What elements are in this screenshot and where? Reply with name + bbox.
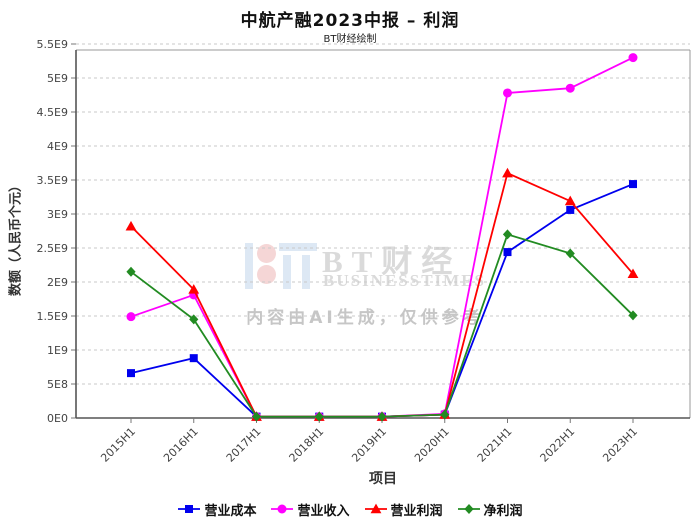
x-tick-label: 2016H1 [161, 425, 201, 465]
data-point [314, 411, 324, 422]
data-point [126, 266, 136, 277]
watermark-brand-text: BT财经 [322, 244, 462, 279]
data-point [189, 314, 199, 325]
data-point [126, 312, 136, 322]
data-point [629, 180, 637, 189]
y-tick-label: 3.5E9 [37, 174, 68, 187]
x-tick-label: 2023H1 [600, 425, 640, 465]
y-tick-label: 1E9 [47, 344, 68, 357]
triangle-legend-marker-icon [364, 503, 387, 514]
data-point [377, 411, 387, 422]
data-point [628, 310, 638, 321]
triangle-legend-glyph [370, 503, 381, 514]
data-point [125, 220, 137, 231]
series-line-square [130, 183, 634, 418]
legend-label: 净利润 [483, 503, 523, 519]
x-tick-label: 2022H1 [538, 425, 578, 465]
watermark-ai-disclaimer: 内容由AI生成，仅供参考 [246, 308, 484, 328]
y-tick-label: 5E8 [47, 378, 68, 391]
data-point [565, 83, 575, 93]
legend-item: 营业收入 [270, 500, 350, 519]
chart-title: 中航产融2023中报 – 利润 [240, 11, 460, 31]
data-point [566, 205, 575, 214]
logo-bar [279, 243, 317, 251]
bt-finance-logo-icon [245, 243, 320, 290]
data-point [188, 284, 200, 294]
data-point [440, 409, 450, 420]
legend-label: 营业成本 [204, 503, 257, 519]
series-line-triangle [130, 171, 634, 418]
y-tick-label: 0E0 [47, 412, 68, 425]
y-tick-label: 5.5E9 [37, 38, 68, 51]
y-tick-label: 4E9 [47, 140, 68, 153]
series-line-diamond [130, 233, 634, 418]
y-tick-label: 3E9 [47, 208, 68, 221]
y-tick-label: 5E9 [47, 72, 68, 85]
y-tick-label: 2.5E9 [37, 242, 68, 255]
data-point [127, 369, 135, 378]
series-line-circle [130, 56, 634, 418]
data-point [502, 167, 513, 178]
x-tick-label: 2020H1 [412, 425, 452, 465]
diamond-legend-glyph [463, 504, 474, 514]
watermark-brand-subtext: BUSINESSTIMES [323, 271, 487, 290]
x-axis-title: 项目 [369, 471, 397, 487]
square-legend-marker-icon [178, 505, 201, 513]
legend-item: 净利润 [457, 500, 523, 519]
data-point [189, 354, 198, 363]
y-tick-label: 1.5E9 [37, 310, 68, 323]
logo-bar [302, 255, 310, 289]
x-tick-label: 2017H1 [224, 425, 264, 465]
x-tick-label: 2019H1 [349, 425, 389, 465]
data-point [627, 268, 639, 279]
chart-subtitle: BT财经绘制 [323, 34, 377, 45]
diamond-legend-marker-icon [457, 504, 480, 514]
data-point [628, 53, 638, 63]
data-point [564, 195, 576, 206]
data-point [502, 229, 513, 240]
logo-dot [257, 265, 276, 284]
data-point [251, 411, 262, 422]
x-tick-label: 2021H1 [475, 425, 515, 465]
data-point [503, 248, 512, 257]
logo-dot [257, 244, 276, 263]
data-point [503, 88, 512, 98]
data-point [565, 248, 575, 259]
legend-item: 营业利润 [364, 500, 443, 519]
logo-bar [245, 243, 253, 289]
x-tick-label: 2015H1 [98, 425, 138, 465]
legend: 营业成本 营业收入 营业利润 净利润 [0, 498, 700, 520]
y-tick-label: 4.5E9 [37, 106, 68, 119]
legend-item: 营业成本 [177, 500, 256, 519]
circle-legend-marker-icon [271, 504, 294, 514]
y-tick-label: 2E9 [47, 276, 68, 289]
logo-bar [283, 255, 291, 289]
x-tick-label: 2018H1 [287, 425, 327, 465]
legend-label: 营业收入 [297, 503, 350, 519]
legend-label: 营业利润 [390, 503, 443, 519]
circle-legend-glyph [277, 504, 287, 514]
square-legend-glyph [185, 505, 194, 513]
